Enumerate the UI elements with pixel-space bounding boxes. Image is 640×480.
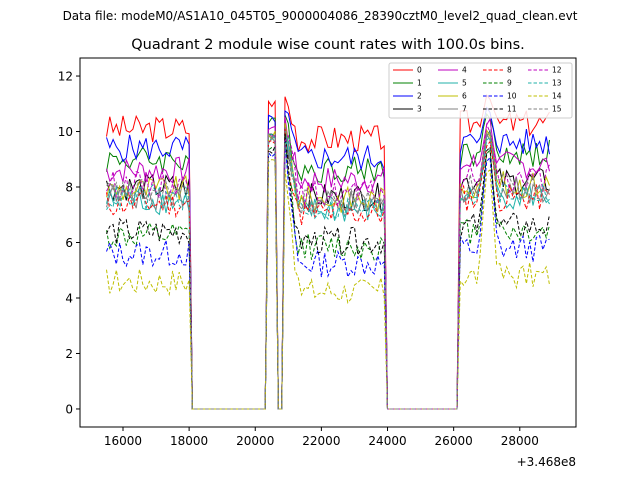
series-line-5 <box>106 126 550 410</box>
suptitle: Data file: modeM0/AS1A10_045T05_90000040… <box>63 9 578 23</box>
series-line-12 <box>106 122 550 410</box>
series-line-0 <box>106 93 550 410</box>
series-layer <box>106 93 550 410</box>
series-line-4 <box>106 116 550 410</box>
y-tick-label: 10 <box>58 125 73 139</box>
series-line-7 <box>106 127 550 410</box>
legend-label: 0 <box>417 66 422 75</box>
legend-label: 3 <box>417 105 422 114</box>
x-offset-label: +3.468e8 <box>517 455 576 469</box>
x-tick-label: 28000 <box>501 434 539 448</box>
y-tick-label: 0 <box>65 402 73 416</box>
series-line-9 <box>106 133 550 410</box>
series-line-3 <box>106 126 550 410</box>
legend-label: 14 <box>552 92 562 101</box>
x-tick-label: 22000 <box>302 434 340 448</box>
series-line-10 <box>106 140 550 410</box>
series-line-15 <box>106 131 550 410</box>
series-line-14 <box>106 158 550 410</box>
legend-label: 8 <box>507 66 512 75</box>
legend-label: 11 <box>507 105 517 114</box>
chart-title: Quadrant 2 module wise count rates with … <box>131 37 525 53</box>
ticks-layer: 16000 18000 20000 22000 24000 26000 28000 0 2 4 6 8… <box>58 70 539 448</box>
legend-label: 9 <box>507 79 512 88</box>
x-tick-label: 20000 <box>236 434 274 448</box>
x-tick-label: 18000 <box>170 434 208 448</box>
x-tick-label: 26000 <box>435 434 473 448</box>
series-line-13 <box>106 133 550 410</box>
legend-label: 4 <box>462 66 467 75</box>
legend-label: 2 <box>417 92 422 101</box>
legend-label: 12 <box>552 66 562 75</box>
legend-label: 5 <box>462 79 467 88</box>
y-tick-label: 4 <box>65 291 73 305</box>
legend-label: 7 <box>462 105 467 114</box>
x-tick-label: 24000 <box>368 434 406 448</box>
y-tick-label: 2 <box>65 347 73 361</box>
y-tick-label: 6 <box>65 236 73 250</box>
y-tick-label: 8 <box>65 181 73 195</box>
legend-box <box>388 62 573 119</box>
y-tick-label: 12 <box>58 70 73 84</box>
series-line-8 <box>106 129 550 410</box>
x-tick-label: 16000 <box>104 434 142 448</box>
legend-label: 6 <box>462 92 467 101</box>
legend-label: 15 <box>552 105 562 114</box>
series-line-2 <box>106 106 550 410</box>
legend-label: 10 <box>507 92 517 101</box>
series-line-11 <box>106 133 550 410</box>
legend-label: 13 <box>552 79 562 88</box>
legend-label: 1 <box>417 79 422 88</box>
